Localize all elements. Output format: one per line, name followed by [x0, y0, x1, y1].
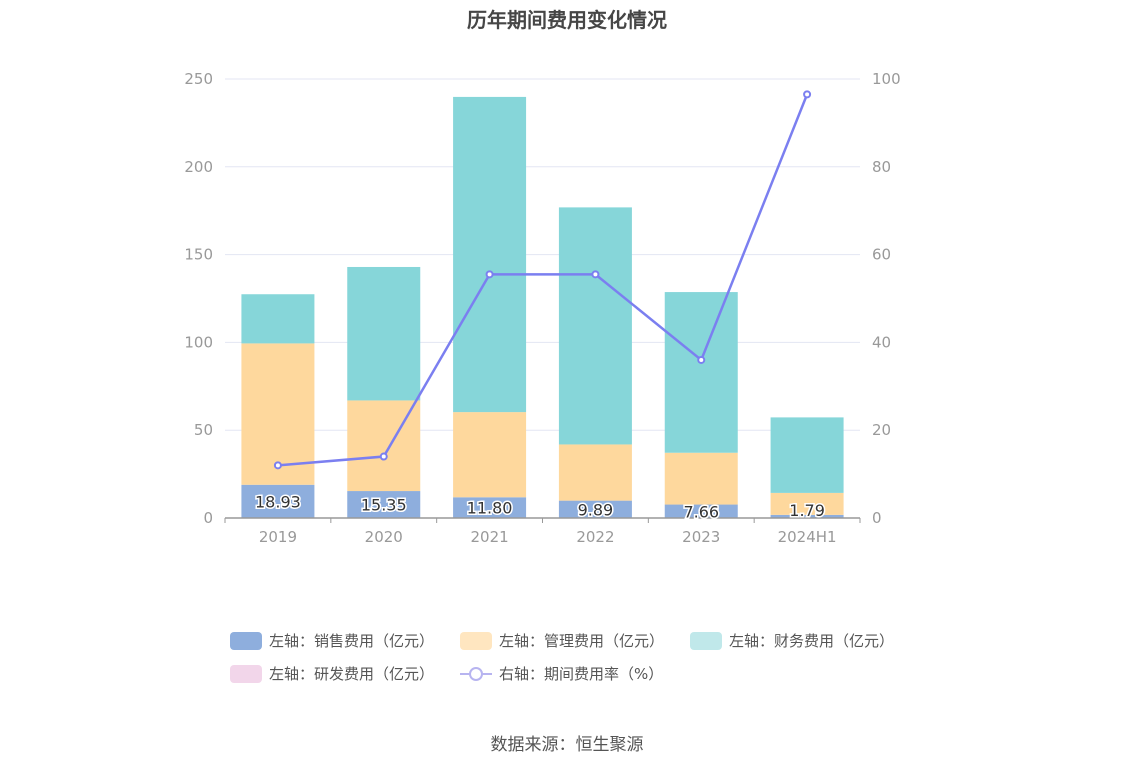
data-source: 数据来源：恒生聚源: [490, 735, 644, 755]
legend-swatch-admin: [460, 631, 492, 650]
sales-data-label: 1.79: [789, 501, 825, 520]
y-left-tick-label: 100: [184, 333, 213, 351]
chart-title: 历年期间费用变化情况: [467, 8, 667, 32]
sales-data-label: 11.80: [467, 499, 513, 518]
y-right-tick-label: 20: [872, 421, 891, 439]
legend-swatch-rnd: [230, 664, 262, 683]
bar-0-1: [347, 491, 421, 518]
rate-point-3: [591, 270, 600, 279]
legend-line-rate: [460, 665, 492, 683]
legend-label-admin: 左轴：管理费用（亿元）: [499, 632, 665, 650]
legend-item-sales[interactable]: 左轴：销售费用（亿元）: [230, 630, 434, 651]
rate-point-4: [697, 355, 706, 364]
y-left-tick-label: 50: [194, 421, 213, 439]
legend-item-rate[interactable]: 右轴：期间费用率（%）: [460, 663, 663, 684]
rate-point-5: [803, 90, 812, 99]
rate-point-1: [379, 452, 388, 461]
x-tick-label: 2023: [682, 528, 720, 546]
y-right-tick-label: 40: [872, 333, 891, 351]
x-tick-label: 2020: [365, 528, 403, 546]
bar-1-4: [664, 452, 738, 505]
bar-2-4: [664, 292, 738, 453]
sales-data-label: 18.93: [255, 492, 301, 511]
bar-0-5: [770, 514, 844, 518]
rate-point-2: [485, 270, 494, 279]
y-left-tick-label: 200: [184, 158, 213, 176]
bar-2-1: [347, 266, 421, 401]
legend-item-rnd[interactable]: 左轴：研发费用（亿元）: [230, 663, 434, 684]
bar-1-0: [241, 343, 315, 485]
bar-0-2: [453, 497, 527, 518]
rate-point-0: [273, 461, 282, 470]
bar-0-4: [664, 504, 738, 518]
legend-item-finance[interactable]: 左轴：财务费用（亿元）: [690, 630, 894, 651]
bar-1-5: [770, 492, 844, 515]
bar-1-3: [558, 444, 632, 501]
legend-label-finance: 左轴：财务费用（亿元）: [729, 632, 895, 650]
sales-data-label: 9.89: [578, 500, 614, 519]
x-tick-label: 2024H1: [778, 528, 837, 546]
rate-line: [277, 93, 809, 467]
bar-2-3: [558, 207, 632, 445]
y-right-tick-label: 0: [872, 509, 882, 527]
y-left-tick-label: 0: [203, 509, 213, 527]
legend-label-sales: 左轴：销售费用（亿元）: [269, 632, 435, 650]
legend-swatch-finance: [690, 631, 722, 650]
bar-1-2: [453, 412, 527, 498]
y-right-tick-label: 100: [872, 70, 901, 88]
legend-label-rnd: 左轴：研发费用（亿元）: [269, 665, 435, 683]
legend-label-rate: 右轴：期间费用率（%）: [499, 665, 664, 683]
bar-0-3: [558, 500, 632, 518]
bar-0-0: [241, 484, 315, 518]
y-left-tick-label: 250: [184, 70, 213, 88]
x-tick-label: 2021: [470, 528, 508, 546]
bar-2-5: [770, 417, 844, 493]
sales-data-label: 15.35: [361, 496, 407, 515]
x-tick-label: 2022: [576, 528, 614, 546]
legend-item-admin[interactable]: 左轴：管理费用（亿元）: [460, 630, 664, 651]
bar-2-2: [453, 96, 527, 413]
bar-2-0: [241, 294, 315, 344]
y-right-tick-label: 60: [872, 246, 891, 264]
y-left-tick-label: 150: [184, 246, 213, 264]
x-tick-label: 2019: [259, 528, 297, 546]
y-right-tick-label: 80: [872, 158, 891, 176]
sales-data-label: 7.66: [683, 502, 719, 521]
legend-swatch-sales: [230, 631, 262, 650]
